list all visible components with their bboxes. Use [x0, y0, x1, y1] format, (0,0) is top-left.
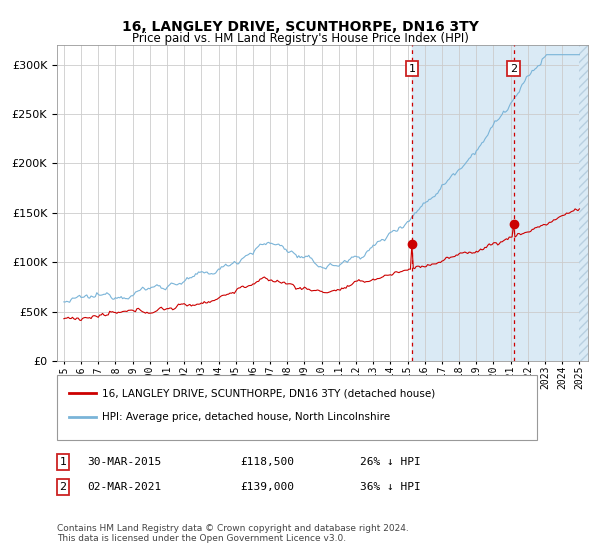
Text: 2: 2: [59, 482, 67, 492]
Text: 30-MAR-2015: 30-MAR-2015: [87, 457, 161, 467]
Text: 1: 1: [409, 63, 415, 73]
Bar: [580, 45, 588, 361]
Text: HPI: Average price, detached house, North Lincolnshire: HPI: Average price, detached house, Nort…: [102, 412, 390, 422]
Text: £139,000: £139,000: [240, 482, 294, 492]
Text: 02-MAR-2021: 02-MAR-2021: [87, 482, 161, 492]
Text: 16, LANGLEY DRIVE, SCUNTHORPE, DN16 3TY: 16, LANGLEY DRIVE, SCUNTHORPE, DN16 3TY: [122, 20, 478, 34]
Text: Price paid vs. HM Land Registry's House Price Index (HPI): Price paid vs. HM Land Registry's House …: [131, 32, 469, 45]
Bar: [412, 45, 588, 361]
Text: £118,500: £118,500: [240, 457, 294, 467]
Text: 16, LANGLEY DRIVE, SCUNTHORPE, DN16 3TY (detached house): 16, LANGLEY DRIVE, SCUNTHORPE, DN16 3TY …: [102, 388, 435, 398]
Text: 2: 2: [510, 63, 517, 73]
Text: 1: 1: [59, 457, 67, 467]
Text: Contains HM Land Registry data © Crown copyright and database right 2024.
This d: Contains HM Land Registry data © Crown c…: [57, 524, 409, 543]
Text: 26% ↓ HPI: 26% ↓ HPI: [360, 457, 421, 467]
Text: 36% ↓ HPI: 36% ↓ HPI: [360, 482, 421, 492]
